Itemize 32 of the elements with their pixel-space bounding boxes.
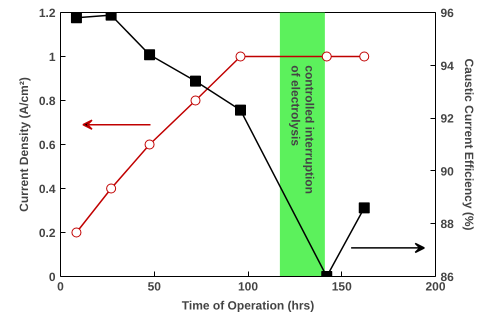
point [71,228,82,238]
y-tick-label: 0.2 [38,226,56,240]
point [144,49,156,60]
y2-axis-title: Caustic Current Efficiency (%) [462,58,476,231]
y2-tick-label: 94 [440,58,454,73]
y2-tick-label: 96 [440,6,454,20]
point [190,96,200,106]
y2-tick-label: 88 [440,217,454,232]
point [236,52,246,62]
point [359,52,370,62]
band-label: controlled interruption of electrolysis [288,65,316,194]
point [70,12,82,24]
point [322,52,332,62]
y-tick-label: 0.4 [38,182,56,196]
y-tick-label: 0.6 [38,138,56,152]
y-tick-label: 0.8 [38,94,56,108]
x-tick-label: 0 [57,280,64,294]
point [144,140,155,150]
y2-tick-label: 90 [440,164,454,178]
x-tick-label: 150 [332,280,352,294]
x-tick-label: 200 [425,280,446,294]
y-tick-label: 1.2 [38,6,56,20]
x-axis-title: Time of Operation (hrs) [182,298,314,312]
x-tick-label: 50 [148,280,162,294]
y-tick-label: 1 [48,50,56,64]
y2-tick-label: 92 [440,112,454,126]
point [235,104,246,116]
x-tick-label: 100 [238,280,258,294]
point [190,76,201,87]
point [106,184,116,194]
y-axis-title: Current Density (A/cm²) [16,77,31,212]
y-tick-label: 0 [48,270,56,284]
